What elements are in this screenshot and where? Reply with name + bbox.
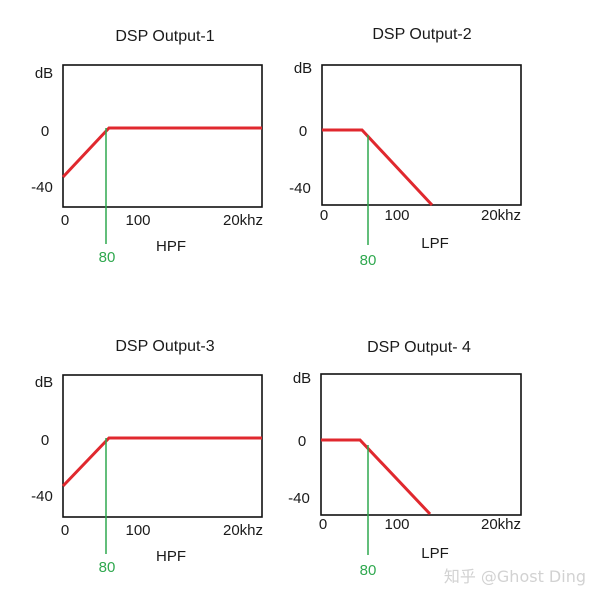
y-tick-minus40db: -40 bbox=[31, 488, 53, 505]
x-tick-100: 100 bbox=[125, 212, 150, 229]
y-unit-label: dB bbox=[294, 60, 312, 77]
plot-frame bbox=[320, 373, 522, 516]
x-tick-20khz: 20khz bbox=[481, 207, 521, 224]
hpf-response-curve bbox=[61, 436, 262, 488]
y-tick-0db: 0 bbox=[298, 433, 306, 450]
panel-title: DSP Output-2 bbox=[372, 26, 471, 43]
x-tick-20khz: 20khz bbox=[223, 522, 263, 539]
y-tick-0db: 0 bbox=[41, 432, 49, 449]
y-tick-minus40db: -40 bbox=[31, 179, 53, 196]
plot-frame bbox=[62, 64, 263, 208]
panel-title: DSP Output-1 bbox=[115, 28, 214, 45]
x-tick-20khz: 20khz bbox=[223, 212, 263, 229]
x-tick-0: 0 bbox=[61, 522, 69, 539]
x-tick-100: 100 bbox=[125, 522, 150, 539]
lpf-response-curve bbox=[322, 128, 434, 207]
filter-type-label: HPF bbox=[156, 238, 186, 255]
panel-2: DSP Output-2 dB 0 -40 0 100 20khz 80 LPF bbox=[289, 26, 522, 269]
y-unit-label: dB bbox=[293, 370, 311, 387]
x-tick-100: 100 bbox=[384, 516, 409, 533]
filter-type-label: LPF bbox=[421, 235, 449, 252]
hpf-response-curve bbox=[61, 126, 262, 179]
plot-frame bbox=[321, 64, 522, 206]
x-tick-100: 100 bbox=[384, 207, 409, 224]
y-unit-label: dB bbox=[35, 374, 53, 391]
panel-3: DSP Output-3 dB 0 -40 0 100 20khz 80 HPF bbox=[31, 338, 263, 576]
x-tick-20khz: 20khz bbox=[481, 516, 521, 533]
lpf-response-curve bbox=[321, 438, 432, 516]
cutoff-frequency-label: 80 bbox=[360, 252, 377, 269]
x-tick-0: 0 bbox=[61, 212, 69, 229]
watermark-text: 知乎 @Ghost Ding bbox=[443, 567, 586, 586]
y-tick-minus40db: -40 bbox=[288, 490, 310, 507]
cutoff-frequency-label: 80 bbox=[99, 249, 116, 266]
x-tick-0: 0 bbox=[319, 516, 327, 533]
x-tick-0: 0 bbox=[320, 207, 328, 224]
panel-4: DSP Output- 4 dB 0 -40 0 100 20khz 80 LP… bbox=[288, 339, 522, 579]
panel-1: DSP Output-1 dB 0 -40 0 100 20khz 80 HPF bbox=[31, 28, 263, 266]
filter-type-label: LPF bbox=[421, 545, 449, 562]
filter-type-label: HPF bbox=[156, 548, 186, 565]
y-tick-0db: 0 bbox=[299, 123, 307, 140]
y-tick-minus40db: -40 bbox=[289, 180, 311, 197]
panel-title: DSP Output- 4 bbox=[367, 339, 471, 356]
cutoff-frequency-label: 80 bbox=[360, 562, 377, 579]
y-tick-0db: 0 bbox=[41, 123, 49, 140]
panel-title: DSP Output-3 bbox=[115, 338, 214, 355]
plot-frame bbox=[62, 374, 263, 518]
cutoff-frequency-label: 80 bbox=[99, 559, 116, 576]
y-unit-label: dB bbox=[35, 65, 53, 82]
